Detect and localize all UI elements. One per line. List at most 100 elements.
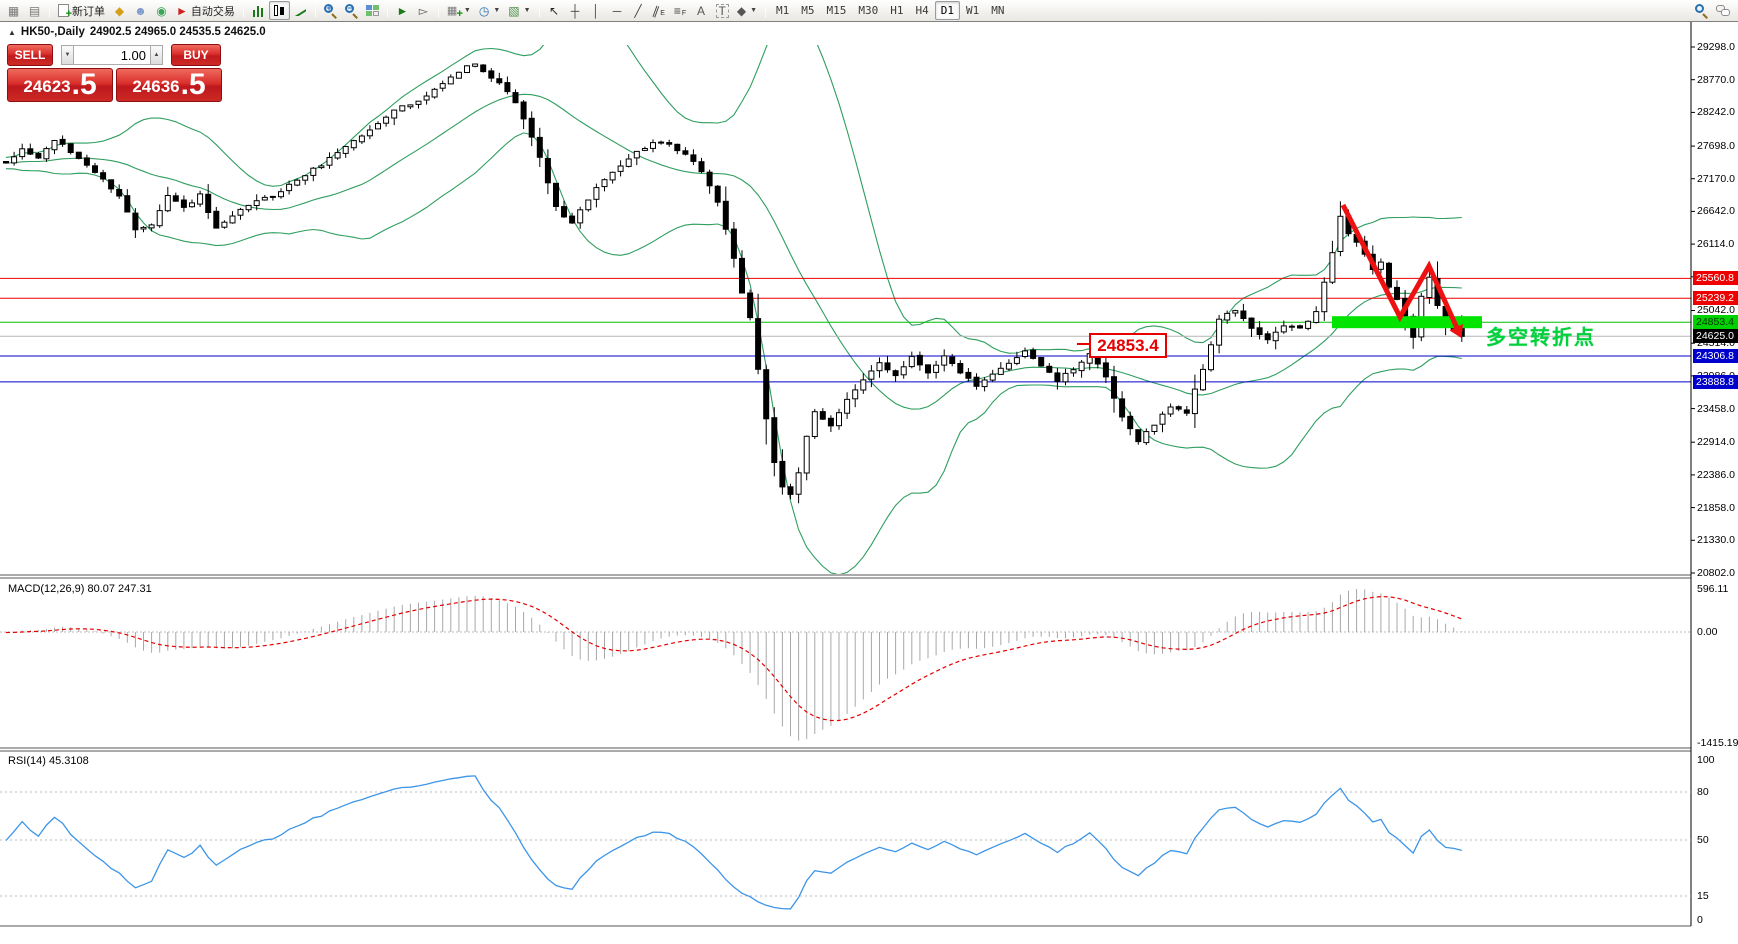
text-label-button[interactable]: T [712, 1, 733, 20]
autotrading-button[interactable]: ► 自动交易 [172, 1, 239, 20]
toolbar-group-zoom: + − [320, 0, 383, 22]
search-button[interactable] [1691, 1, 1712, 20]
periods-button[interactable]: ◷ ▼ [475, 1, 504, 20]
profiles-button[interactable]: ▤ [24, 1, 45, 20]
templates-button[interactable]: ▧ ▼ [504, 1, 534, 20]
clock-icon: ◷ [478, 3, 490, 18]
toolbar-group-scroll: ► ▻ [392, 0, 434, 22]
chart-window[interactable]: ▲ HK50-,Daily 24902.5 24965.0 24535.5 24… [0, 22, 1738, 944]
line-chart-button[interactable] [290, 1, 311, 20]
price-axis-tick: 28242.0 [1697, 106, 1735, 119]
price-axis-tick: 22386.0 [1697, 468, 1735, 481]
fibonacci-button[interactable]: ≡ F [670, 1, 691, 20]
macd-axis-value: 596.11 [1697, 583, 1729, 595]
templates-icon: ▧ [508, 3, 520, 18]
turning-point-text[interactable]: 多空转折点 [1486, 327, 1596, 349]
price-axis-tick: 25042.0 [1697, 304, 1735, 317]
chart-shift-icon: ▻ [418, 3, 428, 18]
profiles-icon: ▤ [28, 3, 41, 18]
zoom-in-button[interactable]: + [320, 1, 341, 20]
timeframe-button-m15[interactable]: M15 [826, 4, 847, 17]
shapes-button[interactable]: ◆ ▼ [733, 1, 761, 20]
price-line-label: 25560.8 [1693, 271, 1738, 286]
line-chart-icon [294, 6, 306, 16]
toolbar: ▦ ▤ + 新订单 ◆ ☻ ◉ ► 自动交易 + − [0, 0, 1738, 22]
sell-button[interactable]: SELL [7, 44, 53, 66]
buy-price-main: 24636 [132, 77, 180, 96]
chat-button[interactable] [1712, 1, 1735, 20]
candlestick-chart-button[interactable] [268, 1, 290, 20]
zigzag-arrow[interactable] [1340, 203, 1460, 330]
chart-canvas[interactable] [0, 22, 1738, 944]
vertical-line-icon: │ [592, 3, 600, 18]
toolbar-group-charttype [248, 0, 311, 22]
toolbar-separator [386, 3, 388, 18]
new-chart-button[interactable]: ▦ [3, 1, 24, 20]
price-axis-tick: 23458.0 [1697, 402, 1735, 415]
price-axis-tick: 20802.0 [1697, 567, 1735, 579]
buy-price-frac: .5 [180, 68, 206, 101]
sell-price-button[interactable]: 24623.5 [7, 68, 113, 102]
buy-button[interactable]: BUY [171, 44, 221, 66]
trendline-icon: ╱ [634, 3, 642, 18]
chart-shift-button[interactable]: ▻ [413, 1, 434, 20]
indicators-button[interactable]: ▦ + ▼ [443, 1, 475, 20]
trade-panel-row-top: SELL ▼ 1.00 ▲ BUY [7, 44, 222, 66]
signals-button[interactable]: ◉ [151, 1, 172, 20]
zoom-out-button[interactable]: − [341, 1, 362, 20]
timeframe-button-d1[interactable]: D1 [934, 1, 961, 20]
timeframe-button-m5[interactable]: M5 [801, 4, 815, 17]
auto-scroll-button[interactable]: ► [392, 1, 413, 20]
cursor-button[interactable]: ↖ [544, 1, 565, 20]
text-icon: A [697, 3, 706, 18]
vertical-line-button[interactable]: │ [586, 1, 607, 20]
tile-windows-button[interactable] [362, 1, 383, 20]
community-button[interactable]: ☻ [130, 1, 151, 20]
timeframe-button-m1[interactable]: M1 [776, 4, 790, 17]
zoom-in-icon: + [323, 3, 337, 19]
funds-icon: ◆ [114, 3, 125, 18]
price-axis-tick: 21330.0 [1697, 534, 1735, 547]
volume-decrease-button[interactable]: ▼ [61, 45, 74, 65]
price-callout-box[interactable]: 24853.4 [1089, 333, 1167, 358]
zigzag-arrowhead [1449, 324, 1463, 338]
crosshair-button[interactable]: ┼ [565, 1, 586, 20]
rsi-axis-value: 100 [1697, 754, 1715, 766]
toolbar-group-objects: ↖ ┼ │ ─ ╱ ∥ E ≡ F A T ◆ ▼ [544, 0, 762, 22]
channel-button[interactable]: ∥ E [649, 1, 670, 20]
buy-price-button[interactable]: 24636.5 [116, 68, 222, 102]
timeframe-group: M1 M5 M15 M30 H1 H4 D1 W1 MN [770, 0, 1011, 22]
volume-increase-button[interactable]: ▲ [150, 45, 163, 65]
support-highlight-bar[interactable] [1332, 316, 1482, 329]
fibonacci-icon: ≡ [673, 3, 681, 18]
search-icon [1695, 4, 1708, 19]
bar-chart-button[interactable] [248, 1, 269, 20]
text-button[interactable]: A [691, 1, 712, 20]
macd-signal-line [5, 595, 1463, 722]
timeframe-button-mn[interactable]: MN [991, 4, 1005, 17]
new-order-button[interactable]: + 新订单 [54, 1, 109, 20]
chevron-down-icon: ▼ [463, 7, 471, 14]
autotrading-label: 自动交易 [190, 5, 235, 18]
timeframe-button-h4[interactable]: H4 [915, 4, 929, 17]
bollinger-upper-band [5, 45, 1462, 354]
horizontal-line-button[interactable]: ─ [607, 1, 628, 20]
zoom-out-icon: − [344, 3, 358, 19]
timeframe-button-w1[interactable]: W1 [966, 4, 980, 17]
trendline-button[interactable]: ╱ [628, 1, 649, 20]
volume-input[interactable]: 1.00 [74, 45, 150, 65]
macd-axis-value: -1415.19 [1697, 737, 1738, 749]
price-line-label: 25239.2 [1693, 291, 1738, 306]
price-axis-tick: 21858.0 [1697, 501, 1735, 514]
rsi-axis-value: 15 [1697, 890, 1709, 902]
toolbar-group-charts: ▦ ▤ [3, 0, 45, 22]
crosshair-icon: ┼ [570, 3, 580, 18]
price-axis-tick: 29298.0 [1697, 41, 1735, 53]
deposit-funds-button[interactable]: ◆ [109, 1, 130, 20]
toolbar-separator [242, 3, 244, 18]
timeframe-button-h1[interactable]: H1 [890, 4, 904, 17]
timeframe-button-m30[interactable]: M30 [858, 4, 879, 17]
chart-title: ▲ HK50-,Daily 24902.5 24965.0 24535.5 24… [8, 26, 266, 38]
tile-windows-icon [365, 5, 379, 16]
toolbar-group-right [1691, 0, 1735, 22]
